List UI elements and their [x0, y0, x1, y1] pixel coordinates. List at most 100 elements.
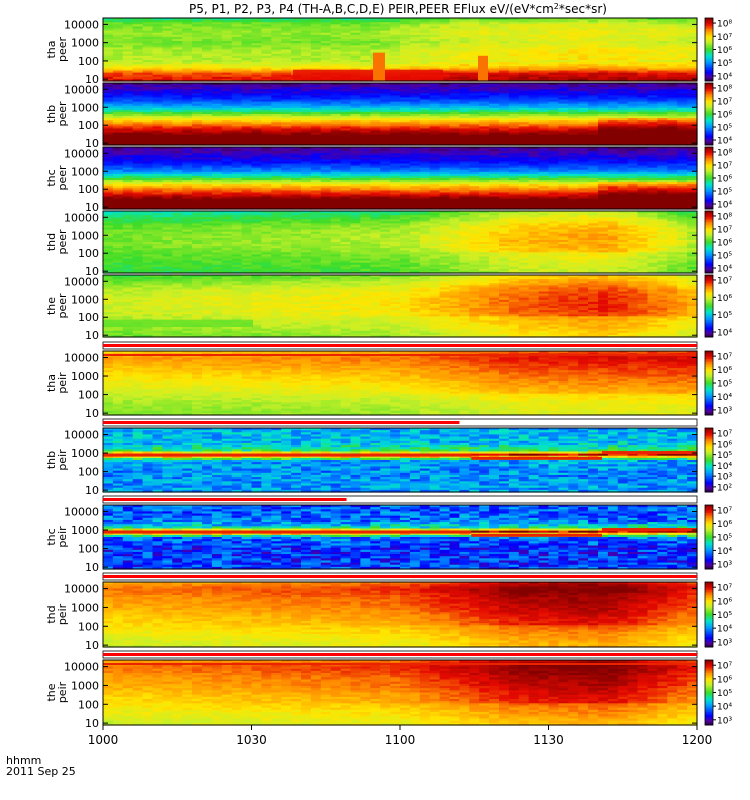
spectrogram-cell [192, 34, 203, 38]
spectrogram-cell [103, 62, 114, 65]
spectrogram-cell [360, 130, 371, 134]
spectrogram-cell [251, 34, 262, 38]
spectrogram-cell [103, 28, 114, 32]
spectrogram-cell [449, 36, 460, 40]
spectrogram-cell [647, 76, 658, 80]
spectrogram-cell [449, 53, 460, 57]
spectrogram-cell [172, 103, 183, 107]
spectrogram-cell [231, 124, 243, 127]
spectrogram-cell [330, 136, 342, 140]
spectrogram-cell [588, 28, 599, 32]
spectrogram-cell [657, 41, 668, 44]
spectrogram-cell [122, 78, 134, 82]
spectrogram-cell [202, 53, 213, 57]
spectrogram-cell [172, 111, 183, 115]
spectrogram-cell [667, 68, 678, 72]
spectrogram-cell [202, 107, 213, 111]
spectrogram-cell [112, 101, 124, 105]
spectrogram-cell [182, 138, 193, 142]
spectrogram-cell [211, 70, 223, 74]
spectrogram-cell [380, 51, 391, 55]
spectrogram-cell [202, 116, 213, 119]
spectrogram-cell [687, 45, 698, 48]
spectrogram-cell [607, 51, 619, 55]
spectrogram-cell [350, 91, 361, 94]
spectrogram-cell [400, 47, 411, 51]
spectrogram-cell [251, 39, 262, 42]
spectrogram-cell [508, 43, 520, 46]
spectrogram-cell [617, 70, 629, 74]
spectrogram-cell [112, 99, 124, 103]
spectrogram-cell [320, 32, 332, 36]
spectrogram-cell [202, 64, 213, 67]
spectrogram-cell [558, 74, 569, 78]
spectrogram-cell [568, 60, 579, 63]
spectrogram-cell [211, 83, 223, 86]
spectrogram-cell [330, 22, 342, 25]
spectrogram-cell [202, 128, 213, 132]
spectrogram-cell [508, 64, 520, 67]
spectrogram-cell [192, 109, 203, 113]
spectrogram-cell [350, 136, 361, 140]
spectrogram-cell [400, 64, 411, 67]
spectrogram-cell [192, 85, 203, 88]
spectrogram-cell [112, 130, 124, 134]
spectrogram-cell [469, 36, 480, 40]
spectrogram-cell [667, 74, 678, 78]
spectrogram-cell [637, 68, 649, 72]
spectrogram-cell [281, 126, 292, 130]
spectrogram-cell [132, 51, 144, 55]
spectrogram-cell [172, 62, 183, 65]
spectrogram-cell [538, 66, 550, 69]
spectrogram-cell [340, 18, 352, 21]
spectrogram-cell [241, 64, 253, 67]
spectrogram-cell [241, 72, 253, 76]
spectrogram-cell [499, 72, 510, 76]
spectrogram-cell [132, 64, 144, 67]
spectrogram-cell [202, 99, 213, 103]
colorbar-segment [705, 33, 713, 36]
spectrogram-cell [518, 18, 530, 21]
spectrogram-cell [687, 62, 698, 65]
spectrogram-cell [142, 136, 154, 140]
spectrogram-cell [558, 78, 569, 82]
spectrogram-cell [310, 142, 322, 146]
spectrogram-cell [281, 47, 292, 51]
spectrogram-cell [360, 85, 371, 88]
spectrogram-cell [538, 57, 550, 61]
spectrogram-cell [122, 20, 134, 23]
spectrogram-cell [182, 64, 193, 67]
spectrogram-cell [439, 18, 451, 21]
spectrogram-cell [350, 45, 361, 48]
spectrogram-cell [182, 51, 193, 55]
spectrogram-cell [192, 24, 203, 27]
spectrogram-cell [122, 99, 134, 103]
spectrogram-cell [281, 43, 292, 46]
spectrogram-cell [687, 66, 698, 69]
spectrogram-cell [132, 41, 144, 44]
spectrogram-cell [172, 22, 183, 25]
spectrogram-cell [271, 138, 282, 142]
spectrogram-cell [370, 32, 381, 36]
spectrogram-cell [211, 53, 223, 57]
spectrogram-cell [350, 130, 361, 134]
spectrogram-cell [310, 101, 322, 105]
spectrogram-cell [301, 87, 312, 90]
spectrogram-cell [231, 34, 243, 38]
colorbar-segment [705, 41, 713, 44]
spectrogram-cell [251, 101, 262, 105]
spectrogram-cell [182, 91, 193, 94]
spectrogram-cell [459, 68, 470, 72]
spectrogram-cell [518, 32, 530, 36]
spectrogram-cell [677, 26, 688, 30]
spectrogram-cell [449, 22, 460, 25]
colorbar-segment [705, 66, 713, 69]
spectrogram-cell [409, 32, 421, 36]
spectrogram-cell [192, 78, 203, 82]
spectrogram-cell [419, 49, 431, 53]
spectrogram-cell [112, 41, 124, 44]
spectrogram-cell [380, 28, 391, 32]
spectrogram-cell [390, 36, 401, 40]
spectrogram-cell [182, 122, 193, 125]
spectrogram-cell [548, 45, 559, 48]
